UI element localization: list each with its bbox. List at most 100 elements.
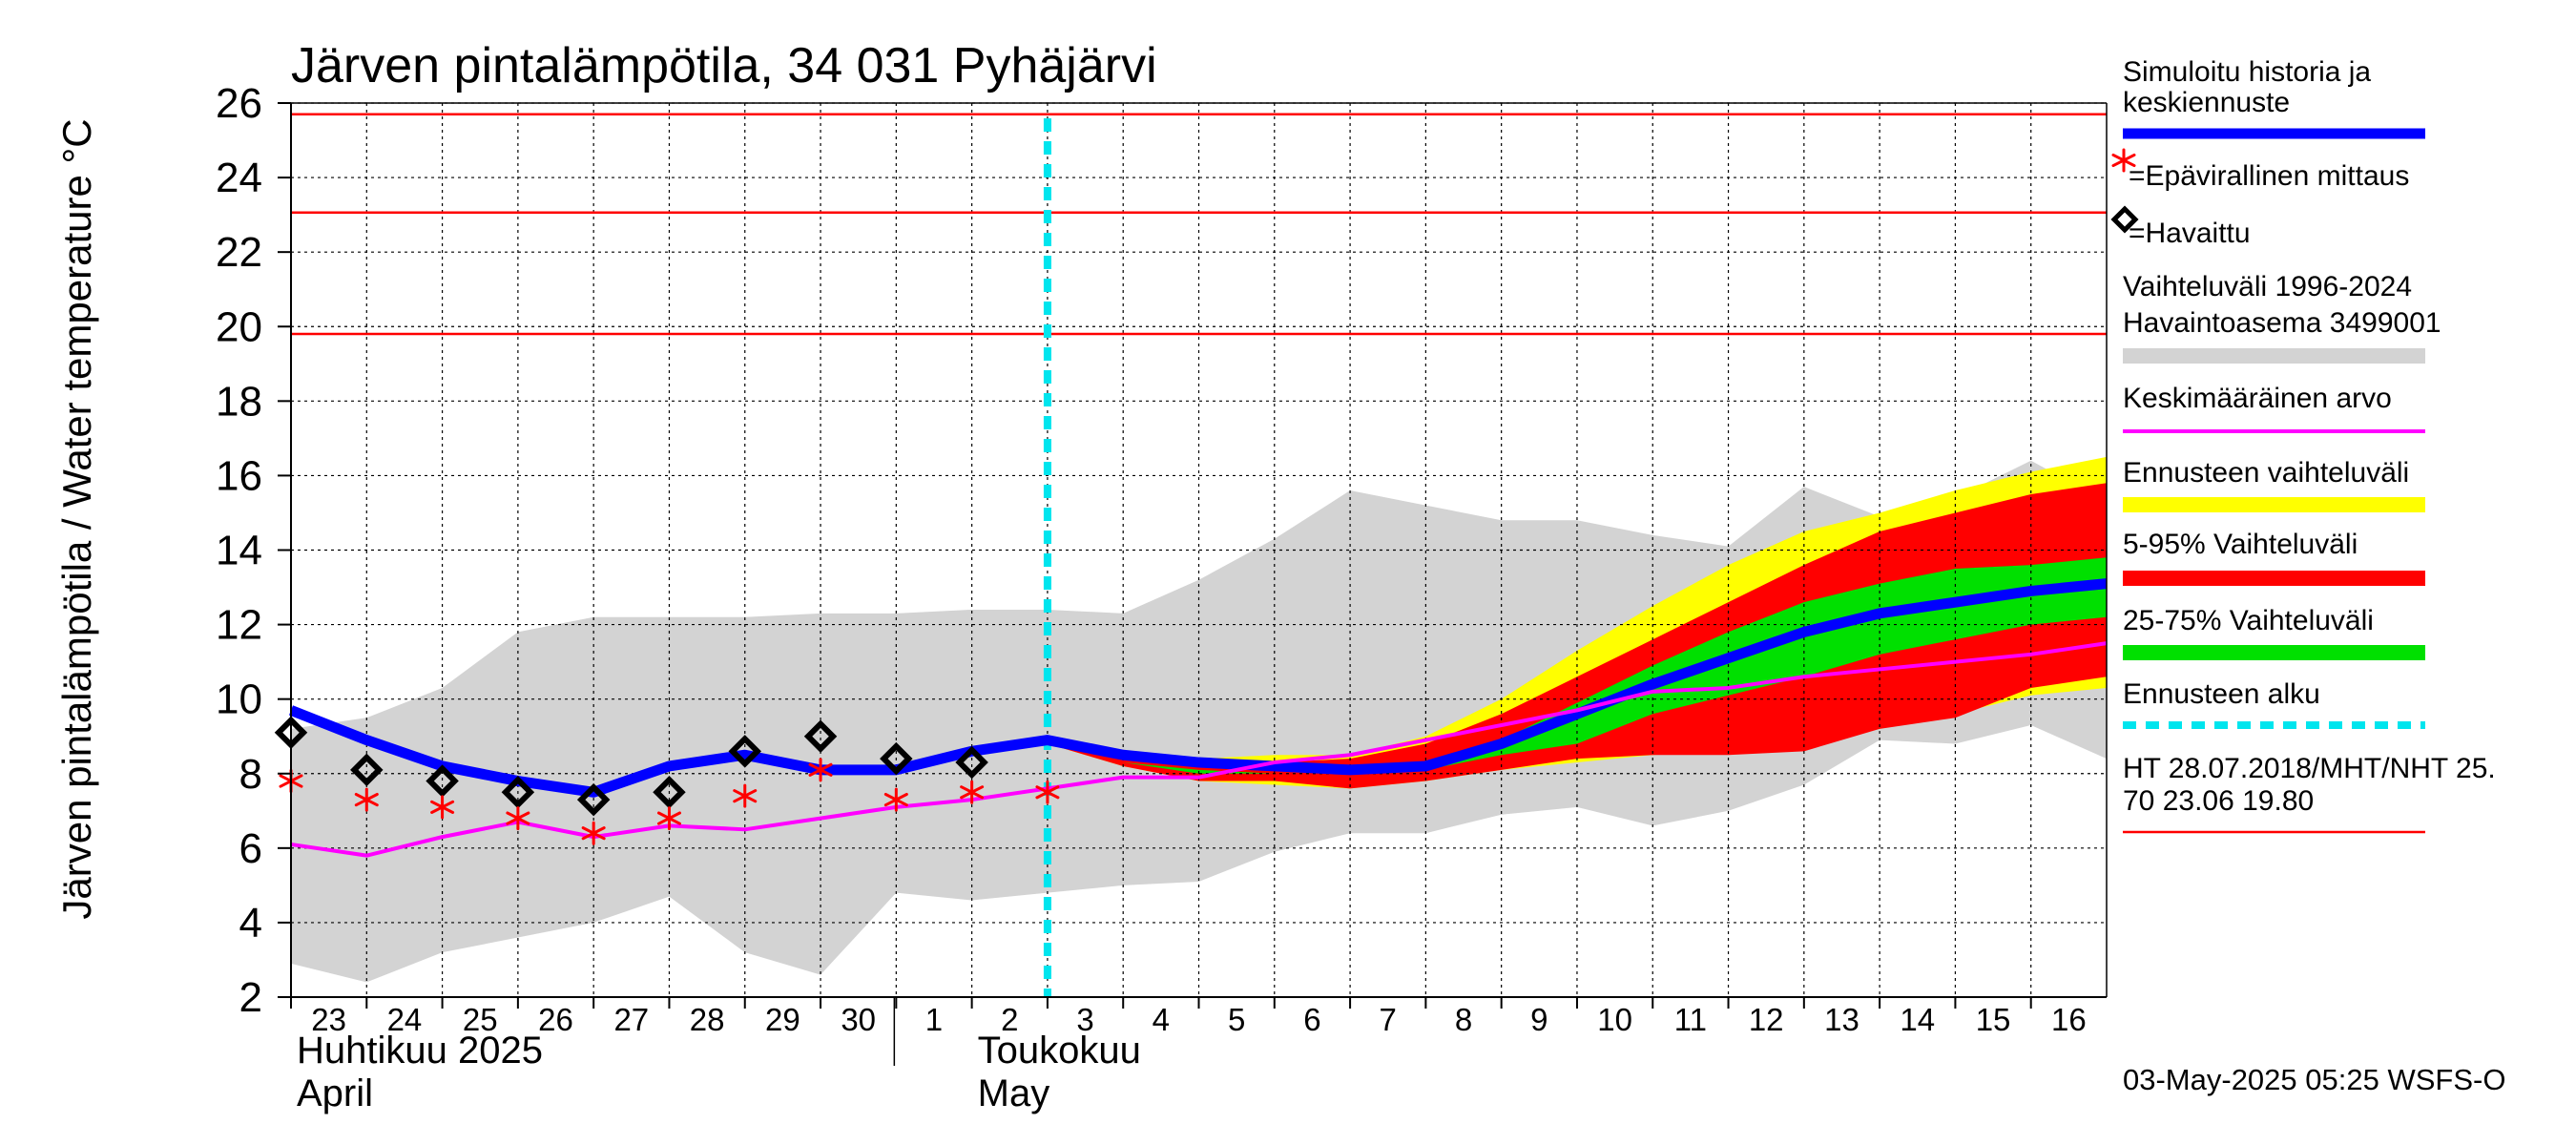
month-label: Huhtikuu 2025 bbox=[297, 1030, 543, 1072]
forecast-25-75-band bbox=[1047, 557, 2107, 774]
star-stroke bbox=[733, 789, 758, 803]
simulated-mean-line bbox=[288, 578, 2108, 798]
x-tick-label: 29 bbox=[765, 1002, 800, 1037]
star-stroke bbox=[656, 811, 681, 825]
y-tick-label: 20 bbox=[216, 303, 262, 350]
unofficial-measurement bbox=[1035, 780, 1060, 804]
x-tick-label: 6 bbox=[1303, 1002, 1320, 1037]
x-tick-label: 1 bbox=[925, 1002, 943, 1037]
observation-markers bbox=[274, 716, 1060, 845]
unofficial-measurement bbox=[808, 758, 833, 782]
x-tick-label: 12 bbox=[1749, 1002, 1784, 1037]
legend-label: =Havaittu bbox=[2129, 218, 2251, 249]
y-tick-label: 2 bbox=[239, 974, 262, 1021]
observed-point bbox=[728, 735, 761, 768]
legend-item: Ennusteen vaihteluväli bbox=[2123, 457, 2425, 512]
x-tick-label: 2 bbox=[1001, 1002, 1018, 1037]
star-stroke bbox=[808, 762, 833, 777]
legend-label: Keskimääräinen arvo bbox=[2123, 383, 2392, 414]
y-tick-label: 6 bbox=[239, 825, 262, 872]
legend-label-line2: 70 23.06 19.80 bbox=[2123, 785, 2314, 817]
legend-label: 25-75% Vaihteluväli bbox=[2123, 605, 2374, 636]
x-tick-label: 5 bbox=[1228, 1002, 1245, 1037]
y-tick-label: 4 bbox=[239, 900, 262, 947]
legend-item: =Havaittu bbox=[2110, 205, 2251, 249]
x-tick-label: 28 bbox=[690, 1002, 725, 1037]
y-tick-label: 24 bbox=[216, 155, 262, 201]
legend-label-line2: Havaintoasema 3499001 bbox=[2123, 307, 2441, 339]
x-tick-label: 25 bbox=[463, 1002, 498, 1037]
legend-label: HT 28.07.2018/MHT/NHT 25. bbox=[2123, 753, 2496, 784]
legend-item: Vaihteluväli 1996-2024 Havaintoasema 349… bbox=[2123, 271, 2441, 364]
legend-swatch bbox=[2123, 645, 2425, 660]
x-tick-label: 24 bbox=[387, 1002, 423, 1037]
legend-item: =Epävirallinen mittaus bbox=[2111, 148, 2409, 192]
unofficial-measurement bbox=[733, 783, 758, 808]
unofficial-measurement bbox=[581, 821, 606, 845]
y-tick-label: 22 bbox=[216, 229, 262, 276]
legend-label: 5-95% Vaihteluväli bbox=[2123, 529, 2358, 560]
legend-item: Ennusteen alku bbox=[2123, 678, 2425, 729]
x-tick-label: 9 bbox=[1530, 1002, 1548, 1037]
x-tick-label: 15 bbox=[1976, 1002, 2011, 1037]
y-axis-label: Järven pintalämpötila / Water temperatur… bbox=[54, 118, 99, 919]
observed-point bbox=[576, 782, 611, 817]
star-stroke bbox=[581, 826, 606, 841]
observed-point bbox=[880, 741, 913, 776]
observed-point bbox=[426, 764, 459, 798]
x-tick-label: 27 bbox=[613, 1002, 649, 1037]
x-tick-label: 8 bbox=[1455, 1002, 1472, 1037]
y-tick-label: 12 bbox=[216, 602, 262, 649]
legend-swatch bbox=[2123, 571, 2425, 586]
legend-label: Vaihteluväli 1996-2024 bbox=[2123, 271, 2412, 302]
legend-diamond-icon bbox=[2110, 205, 2139, 234]
star-stroke bbox=[430, 800, 455, 814]
month-label-en: May bbox=[978, 1072, 1050, 1114]
x-tick-label: 10 bbox=[1597, 1002, 1632, 1037]
y-tick-label: 26 bbox=[216, 80, 262, 127]
y-tick-label: 18 bbox=[216, 378, 262, 425]
legend-label: Simuloitu historia ja bbox=[2123, 56, 2371, 88]
star-stroke bbox=[2111, 153, 2136, 168]
observed-point bbox=[501, 776, 535, 809]
legend-star-icon bbox=[2111, 148, 2136, 173]
observed-point bbox=[955, 745, 988, 780]
star-stroke bbox=[354, 792, 379, 807]
x-tick-label: 13 bbox=[1824, 1002, 1859, 1037]
observed-point bbox=[653, 776, 686, 809]
unofficial-measurement bbox=[883, 787, 908, 812]
legend-label: =Epävirallinen mittaus bbox=[2129, 160, 2409, 192]
legend-swatch bbox=[2123, 497, 2425, 512]
x-tick-label: 16 bbox=[2051, 1002, 2087, 1037]
x-tick-label: 14 bbox=[1900, 1002, 1935, 1037]
legend-item: 25-75% Vaihteluväli bbox=[2123, 605, 2425, 660]
legend-item: HT 28.07.2018/MHT/NHT 25.70 23.06 19.80 bbox=[2123, 753, 2496, 834]
legend-label: Ennusteen vaihteluväli bbox=[2123, 457, 2409, 489]
month-label-en: April bbox=[297, 1072, 373, 1114]
star-stroke bbox=[506, 811, 530, 825]
unofficial-measurement bbox=[354, 787, 379, 812]
forecast-5-95-band bbox=[1047, 483, 2107, 789]
month-label: Toukokuu bbox=[978, 1030, 1141, 1072]
y-tick-label: 8 bbox=[239, 751, 262, 798]
legend-label: Ennusteen alku bbox=[2123, 678, 2320, 710]
star-stroke bbox=[960, 785, 985, 800]
legend-item: Keskimääräinen arvo bbox=[2123, 383, 2425, 433]
legend-label-line2: keskiennuste bbox=[2123, 87, 2290, 118]
legend-item: 5-95% Vaihteluväli bbox=[2123, 529, 2425, 586]
unofficial-measurement bbox=[656, 806, 681, 831]
x-tick-label: 30 bbox=[841, 1002, 876, 1037]
observed-point bbox=[803, 719, 838, 753]
x-tick-label: 7 bbox=[1380, 1002, 1397, 1037]
x-tick-label: 3 bbox=[1076, 1002, 1093, 1037]
x-tick-label: 4 bbox=[1153, 1002, 1170, 1037]
chart-title: Järven pintalämpötila, 34 031 Pyhäjärvi bbox=[291, 38, 1157, 94]
unofficial-measurement bbox=[506, 806, 530, 831]
y-tick-label: 16 bbox=[216, 452, 262, 499]
limit-lines bbox=[291, 113, 2107, 997]
legend-swatch bbox=[2123, 348, 2425, 364]
